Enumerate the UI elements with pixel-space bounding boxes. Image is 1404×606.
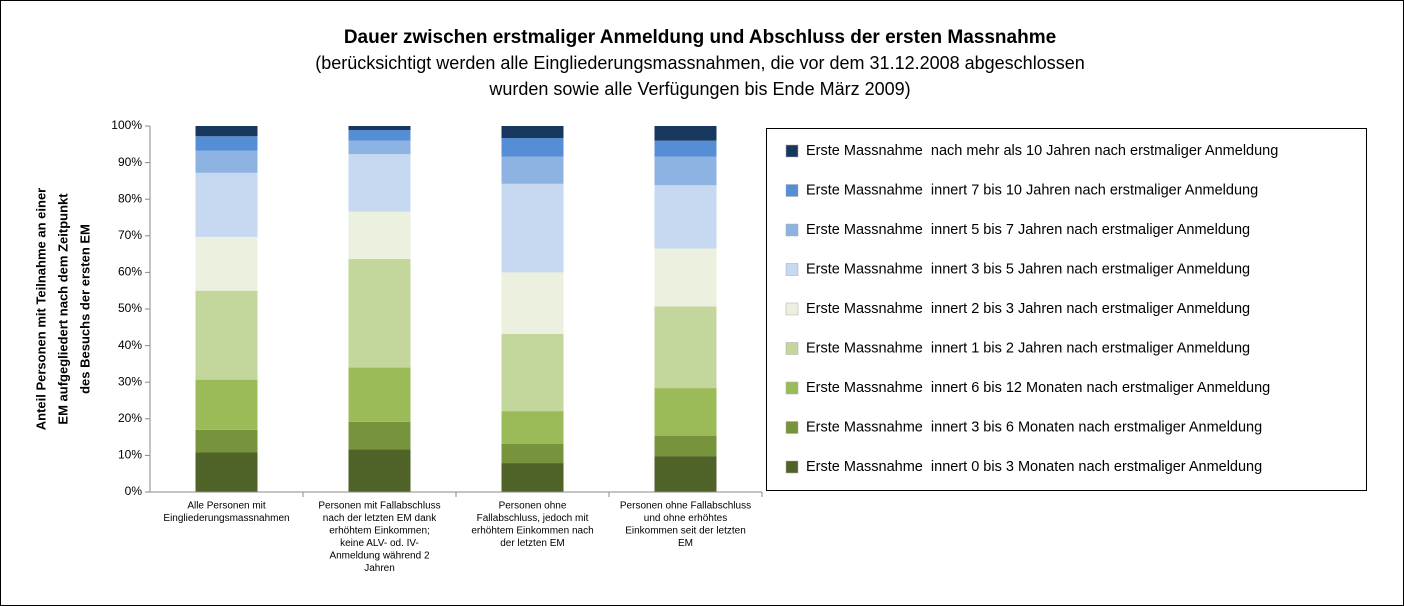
y-tick-label: 20%: [118, 411, 142, 425]
x-tick-label: EM: [678, 538, 693, 549]
legend-swatch: [785, 223, 799, 237]
legend-label: Erste Massnahme innert 3 bis 5 Jahren na…: [806, 261, 1250, 277]
chart-subtitle: (berücksichtigt werden alle Eingliederun…: [315, 53, 1084, 73]
legend-swatch: [785, 381, 799, 395]
x-tick-label: erhöhtem Einkommen;: [329, 526, 430, 537]
bar-segment: [654, 306, 717, 389]
bar-segment: [654, 156, 717, 186]
y-tick-label: 80%: [118, 191, 142, 205]
x-tick-label: Anmeldung während 2: [329, 551, 430, 562]
y-axis-label: EM aufgegliedert nach dem Zeitpunkt: [55, 193, 70, 425]
legend-box: [766, 128, 1367, 491]
bar-segment: [348, 211, 411, 259]
y-tick-label: 90%: [118, 155, 142, 169]
bar-segment: [654, 248, 717, 307]
bar-segment: [501, 443, 564, 464]
bar-segment: [501, 411, 564, 444]
bar-segment: [348, 130, 411, 141]
bar-segment: [195, 452, 258, 492]
bar-segment: [654, 140, 717, 157]
legend-swatch: [785, 263, 799, 276]
legend-label: Erste Massnahme innert 5 bis 7 Jahren na…: [806, 222, 1250, 238]
x-tick-label: Jahren: [364, 563, 395, 574]
legend-label: Erste Massnahme innert 1 bis 2 Jahren na…: [806, 340, 1250, 356]
y-tick-label: 30%: [118, 374, 142, 388]
y-axis-label: des Besuchs der ersten EM: [77, 224, 92, 394]
legend-swatch: [785, 184, 799, 197]
chart-title: Dauer zwischen erstmaliger Anmeldung und…: [344, 27, 1056, 48]
bar-segment: [501, 156, 564, 184]
x-tick-label: Personen mit Fallabschluss: [318, 501, 440, 512]
bar-segment: [348, 126, 411, 131]
bar-segment: [195, 379, 258, 430]
bar-segment: [195, 429, 258, 453]
x-tick-label: Eingliederungsmassnahmen: [163, 513, 289, 524]
bar-segment: [501, 272, 564, 334]
bar-segment: [654, 185, 717, 249]
y-tick-label: 70%: [118, 228, 142, 242]
bar-segment: [654, 388, 717, 436]
x-tick-label: nach der letzten EM dank: [323, 513, 437, 524]
bar-segment: [501, 126, 564, 139]
bar-segment: [654, 435, 717, 457]
x-tick-label: Fallabschluss, jedoch mit: [477, 513, 589, 524]
chart-subtitle: wurden sowie alle Verfügungen bis Ende M…: [488, 79, 910, 99]
legend-label: Erste Massnahme nach mehr als 10 Jahren …: [806, 143, 1278, 159]
x-tick-label: und ohne erhöhtes: [644, 513, 727, 524]
legend-label: Erste Massnahme innert 2 bis 3 Jahren na…: [806, 301, 1250, 317]
bar-segment: [348, 367, 411, 422]
x-tick-label: Personen ohne Fallabschluss: [620, 501, 751, 512]
bar-segment: [501, 183, 564, 273]
y-axis-label: Anteil Personen mit Teilnahme an einer: [33, 188, 48, 431]
bar-segment: [195, 150, 258, 173]
y-tick-label: 60%: [118, 265, 142, 279]
x-tick-label: der letzten EM: [500, 538, 564, 549]
y-tick-label: 50%: [118, 301, 142, 315]
bar-segment: [654, 126, 717, 141]
bar-segment: [348, 421, 411, 450]
legend-label: Erste Massnahme innert 3 bis 6 Monaten n…: [806, 419, 1262, 435]
legend-swatch: [785, 421, 799, 434]
legend-label: Erste Massnahme innert 0 bis 3 Monaten n…: [806, 459, 1262, 475]
bar-segment: [501, 333, 564, 412]
bar-segment: [501, 138, 564, 157]
bar-segment: [348, 154, 411, 212]
x-tick-label: keine ALV- od. IV-: [340, 538, 419, 549]
legend-swatch: [785, 302, 799, 316]
bar-segment: [348, 140, 411, 155]
bar-segment: [195, 236, 258, 291]
x-tick-label: erhöhtem Einkommen nach: [471, 526, 593, 537]
y-tick-label: 40%: [118, 338, 142, 352]
bar-segment: [654, 456, 717, 492]
x-tick-label: Einkommen seit der letzten: [625, 526, 746, 537]
bar-segment: [348, 449, 411, 492]
legend-swatch: [785, 460, 799, 474]
x-tick-label: Alle Personen mit: [187, 501, 266, 512]
legend-swatch: [785, 144, 799, 158]
bar-segment: [195, 172, 258, 237]
bar-segment: [195, 126, 258, 137]
legend-label: Erste Massnahme innert 6 bis 12 Monaten …: [806, 380, 1270, 396]
bar-segment: [195, 290, 258, 380]
y-tick-label: 100%: [111, 118, 142, 132]
legend-swatch: [785, 342, 799, 355]
bar-segment: [195, 136, 258, 151]
y-tick-label: 10%: [118, 448, 142, 462]
x-tick-label: Personen ohne: [499, 501, 567, 512]
bar-segment: [501, 463, 564, 492]
bar-segment: [348, 258, 411, 368]
y-tick-label: 0%: [125, 484, 143, 498]
legend-label: Erste Massnahme innert 7 bis 10 Jahren n…: [806, 182, 1258, 198]
